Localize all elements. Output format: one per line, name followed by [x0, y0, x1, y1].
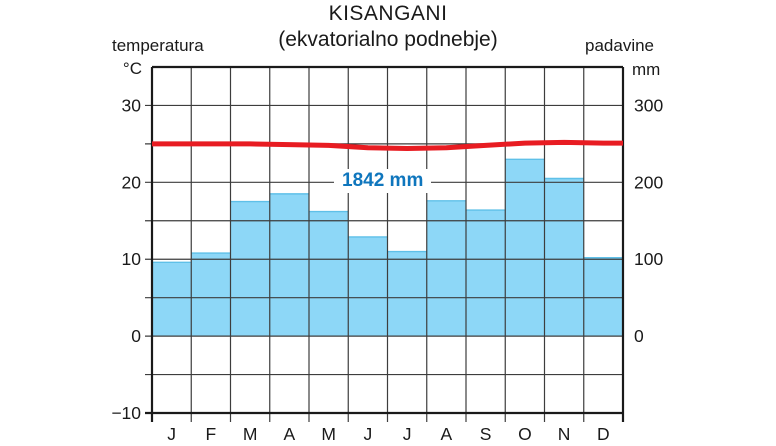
right-tick-label: 100 [634, 249, 663, 269]
left-tick-label: 10 [122, 249, 142, 269]
left-tick-label: −10 [111, 403, 141, 423]
right-axis-unit: mm [632, 60, 661, 79]
month-label: A [441, 424, 453, 444]
precipitation-bar [348, 236, 388, 337]
right-tick-label: 300 [634, 95, 663, 115]
plot-border [145, 65, 625, 422]
left-tick-label: 0 [131, 326, 141, 346]
month-label: F [206, 424, 217, 444]
month-label: J [364, 424, 373, 444]
vertical-gridlines [190, 67, 585, 422]
precipitation-bar [505, 159, 545, 337]
annual-precipitation-annotation: 1842 mm [334, 169, 432, 193]
precipitation-bar [309, 211, 349, 337]
precipitation-bar [466, 210, 506, 337]
temperature-line [152, 139, 623, 152]
right-tick-label: 200 [634, 172, 663, 192]
precipitation-bar [583, 257, 623, 337]
month-label: N [558, 424, 571, 444]
precipitation-bar [426, 200, 466, 337]
precipitation-bars [152, 158, 623, 337]
left-axis-caption: temperatura [112, 36, 204, 55]
left-tick-label: 20 [122, 172, 142, 192]
precipitation-bar [191, 253, 231, 337]
month-label: S [480, 424, 492, 444]
precipitation-bar [152, 262, 192, 337]
right-axis-ticks: 300 200 100 0 [634, 95, 663, 346]
left-axis-ticks: 30 20 10 0 −10 [111, 95, 141, 423]
precipitation-bar [544, 178, 584, 337]
month-label: O [518, 424, 532, 444]
month-label: A [284, 424, 296, 444]
chart-subtitle: (ekvatorialno podnebje) [278, 28, 498, 51]
left-axis-unit: °C [122, 59, 142, 78]
month-label: J [403, 424, 412, 444]
chart-title: KISANGANI [328, 2, 448, 25]
month-label: J [167, 424, 176, 444]
left-tick-label: 30 [122, 95, 142, 115]
precipitation-bar [387, 251, 427, 337]
right-tick-label: 0 [634, 326, 644, 346]
right-axis-caption: padavine [585, 36, 655, 55]
precipitation-bar [230, 201, 270, 337]
month-label: M [243, 424, 258, 444]
month-label: M [321, 424, 336, 444]
month-label: D [597, 424, 610, 444]
precipitation-bar [269, 193, 309, 337]
